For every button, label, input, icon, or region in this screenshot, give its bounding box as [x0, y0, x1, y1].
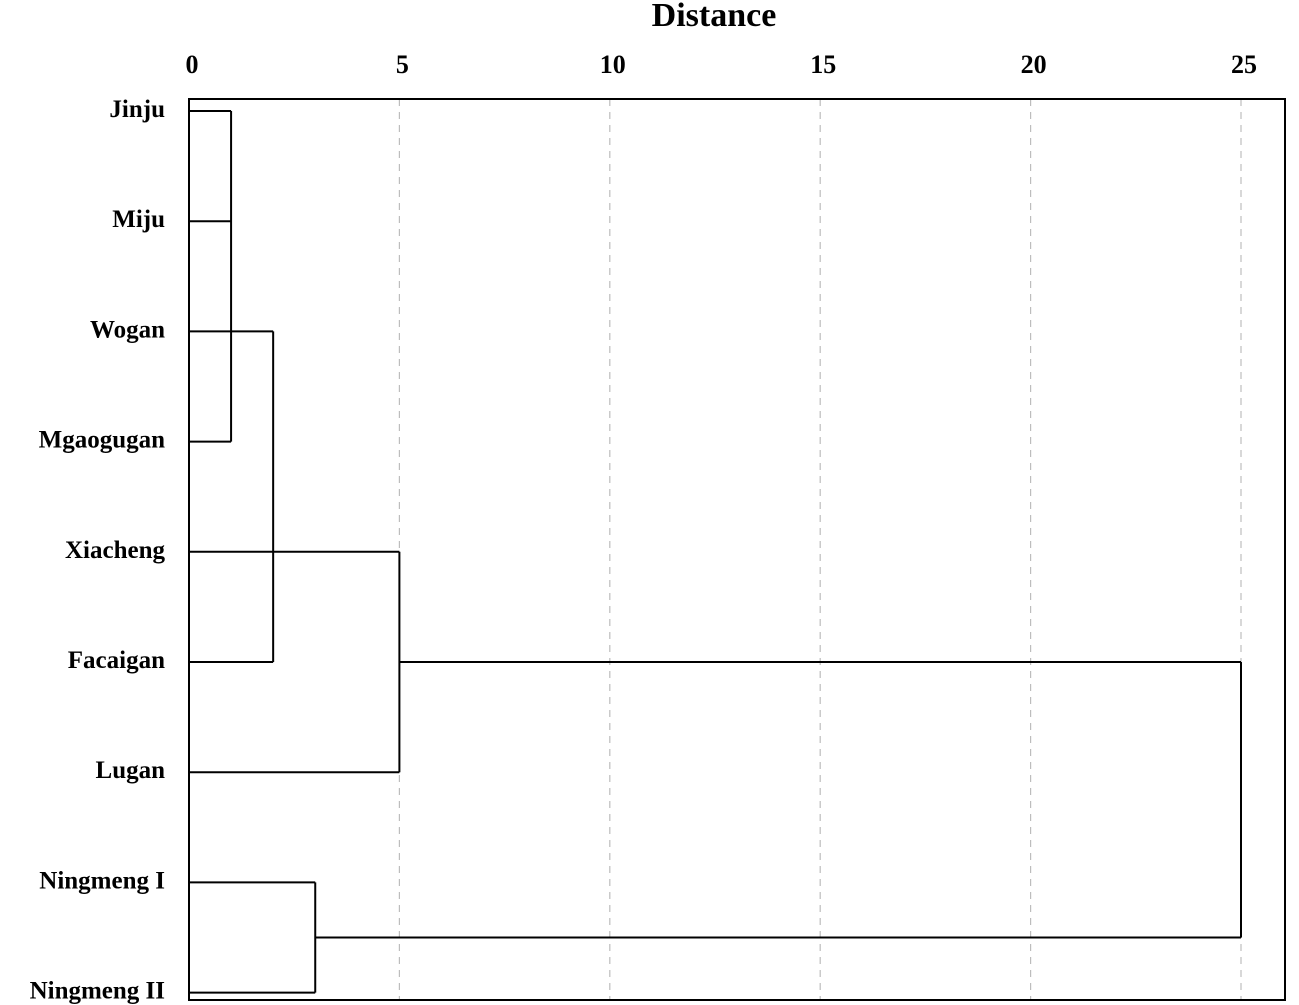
dendrogram-links: [189, 110, 1242, 994]
plot-frame: [188, 98, 1286, 1001]
x-tick-label: 20: [1021, 50, 1047, 79]
x-tick-label: 15: [810, 50, 836, 79]
leaf-label: Miju: [112, 206, 165, 233]
leaf-label: Ningmeng II: [30, 978, 165, 1005]
leaf-label: Lugan: [96, 757, 166, 784]
x-tick-label: 25: [1231, 50, 1257, 79]
x-tick-label: 0: [186, 50, 199, 79]
leaf-labels: Jinju Miju Wogan Mgaogugan Xiacheng Facaigan L…: [30, 96, 166, 1005]
leaf-label: Xiacheng: [65, 537, 166, 564]
leaf-label: Jinju: [109, 96, 165, 123]
x-tick-labels: 0 5 10 15 20 25: [186, 50, 1258, 79]
leaf-label: Wogan: [90, 316, 165, 343]
leaf-label: Ningmeng I: [39, 867, 165, 894]
x-tick-label: 5: [396, 50, 409, 79]
leaf-label: Facaigan: [68, 647, 165, 674]
grid-lines: [398, 99, 1242, 1000]
leaf-label: Mgaogugan: [39, 427, 166, 454]
axis-title: Distance: [652, 0, 777, 34]
x-tick-label: 10: [600, 50, 626, 79]
